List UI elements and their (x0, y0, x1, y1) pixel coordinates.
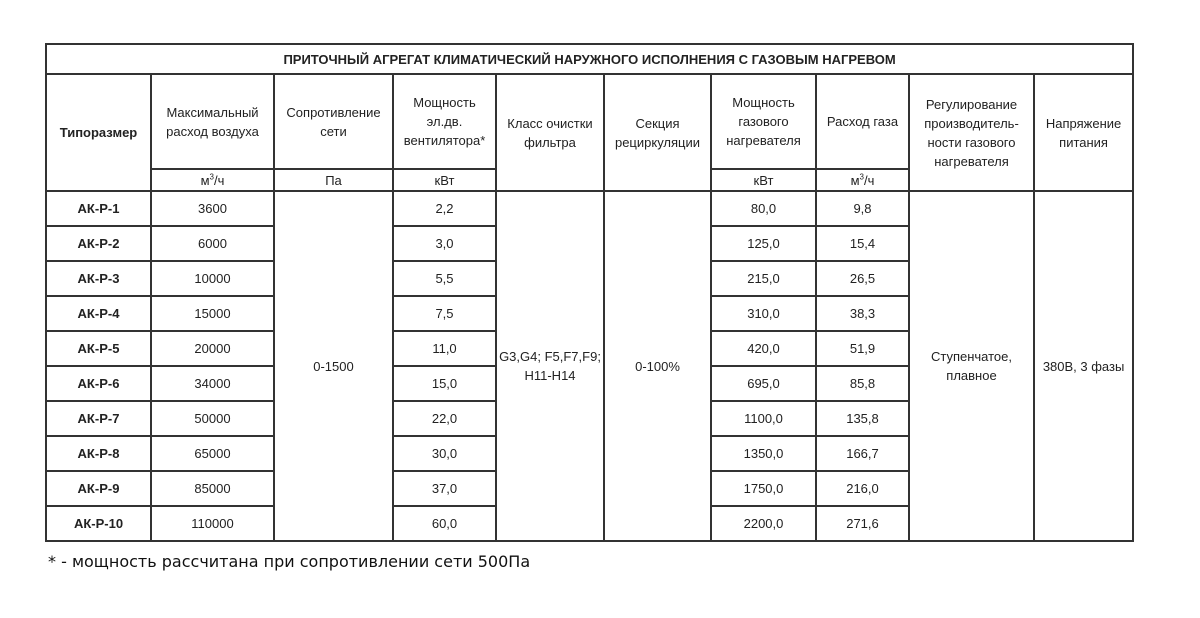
spec-table: ПРИТОЧНЫЙ АГРЕГАТ КЛИМАТИЧЕСКИЙ НАРУЖНОГ… (44, 43, 1135, 542)
cell-airflow: 110000 (150, 505, 275, 542)
table-row: АК-Р-6 34000 15,0 695,0 85,8 (45, 365, 1133, 402)
cell-fan-power: 60,0 (392, 505, 497, 542)
header-regulation: Регулирование производитель-ности газово… (908, 73, 1035, 192)
table-row: АК-Р-2 6000 3,0 125,0 15,4 (45, 225, 1133, 262)
cell-model: АК-Р-9 (45, 470, 152, 507)
cell-gas: 38,3 (815, 295, 910, 332)
cell-airflow: 20000 (150, 330, 275, 367)
cell-model: АК-Р-10 (45, 505, 152, 542)
cell-heater-power: 695,0 (710, 365, 817, 402)
cell-heater-power: 2200,0 (710, 505, 817, 542)
cell-heater-power: 80,0 (710, 190, 817, 227)
header-recirculation: Секция рециркуляции (603, 73, 712, 192)
cell-heater-power: 215,0 (710, 260, 817, 297)
cell-fan-power: 7,5 (392, 295, 497, 332)
cell-fan-power: 37,0 (392, 470, 497, 507)
cell-model: АК-Р-3 (45, 260, 152, 297)
cell-heater-power: 1350,0 (710, 435, 817, 472)
cell-heater-power: 420,0 (710, 330, 817, 367)
table-row: АК-Р-1 3600 0-1500 2,2 G3,G4; F5,F7,F9; H11-… (45, 190, 1135, 542)
cell-gas: 216,0 (815, 470, 910, 507)
unit-fan-power: кВт (392, 168, 497, 192)
cell-gas: 51,9 (815, 330, 910, 367)
header-model: Типоразмер (45, 73, 152, 192)
cell-airflow: 6000 (150, 225, 275, 262)
cell-pressure: 0-1500 (273, 190, 394, 542)
footnote: * - мощность рассчитана при сопротивлени… (48, 552, 531, 571)
table-row: АК-Р-7 50000 22,0 1100,0 135,8 (45, 400, 1133, 437)
unit-pressure: Па (273, 168, 394, 192)
cell-fan-power: 15,0 (392, 365, 497, 402)
table-row: АК-Р-3 10000 5,5 215,0 26,5 (45, 260, 1133, 297)
cell-airflow: 3600 (150, 190, 275, 227)
cell-recirculation: 0-100% (603, 190, 712, 542)
cell-model: АК-Р-1 (45, 190, 152, 227)
header-heater-power: Мощность газового нагревателя (710, 73, 817, 170)
header-pressure: Сопротивление сети (273, 73, 394, 170)
cell-gas: 166,7 (815, 435, 910, 472)
cell-gas: 85,8 (815, 365, 910, 402)
cell-gas: 271,6 (815, 505, 910, 542)
cell-model: АК-Р-8 (45, 435, 152, 472)
cell-model: АК-Р-5 (45, 330, 152, 367)
cell-regulation: Ступенчатое, плавное (908, 190, 1035, 542)
cell-filter: G3,G4; F5,F7,F9; H11-H14 (495, 190, 605, 542)
unit-heater-power: кВт (710, 168, 817, 192)
table-title: ПРИТОЧНЫЙ АГРЕГАТ КЛИМАТИЧЕСКИЙ НАРУЖНОГ… (44, 43, 1135, 75)
cell-heater-power: 125,0 (710, 225, 817, 262)
cell-fan-power: 22,0 (392, 400, 497, 437)
cell-fan-power: 5,5 (392, 260, 497, 297)
table-row: АК-Р-5 20000 11,0 420,0 51,9 (45, 330, 1133, 367)
header-fan-power: Мощность эл.дв. вентилятора* (392, 73, 497, 170)
table-row: АК-Р-9 85000 37,0 1750,0 216,0 (45, 470, 1133, 507)
cell-airflow: 15000 (150, 295, 275, 332)
header-voltage: Напряжение питания (1032, 73, 1135, 192)
cell-heater-power: 310,0 (710, 295, 817, 332)
header-airflow: Максимальный расход воздуха (150, 73, 275, 170)
cell-model: АК-Р-7 (45, 400, 152, 437)
cell-fan-power: 3,0 (392, 225, 497, 262)
table-row: АК-Р-8 65000 30,0 1350,0 166,7 (45, 435, 1133, 472)
header-filter: Класс очистки фильтра (495, 73, 605, 192)
cell-gas: 26,5 (815, 260, 910, 297)
header-gas: Расход газа (815, 73, 910, 170)
unit-gas: м3/ч (815, 168, 910, 192)
cell-model: АК-Р-2 (45, 225, 152, 262)
cell-airflow: 85000 (150, 470, 275, 507)
cell-fan-power: 11,0 (392, 330, 497, 367)
table-row: АК-Р-10 110000 60,0 2200,0 271,6 (45, 505, 1133, 542)
cell-model: АК-Р-4 (45, 295, 152, 332)
cell-airflow: 65000 (150, 435, 275, 472)
unit-airflow: м3/ч (150, 168, 275, 192)
cell-heater-power: 1100,0 (710, 400, 817, 437)
cell-airflow: 50000 (150, 400, 275, 437)
cell-airflow: 10000 (150, 260, 275, 297)
cell-airflow: 34000 (150, 365, 275, 402)
cell-gas: 9,8 (815, 190, 910, 227)
cell-voltage: 380В, 3 фазы (1032, 190, 1135, 542)
cell-fan-power: 30,0 (392, 435, 497, 472)
cell-fan-power: 2,2 (392, 190, 497, 227)
cell-gas: 15,4 (815, 225, 910, 262)
cell-model: АК-Р-6 (45, 365, 152, 402)
table-row: АК-Р-4 15000 7,5 310,0 38,3 (45, 295, 1133, 332)
cell-gas: 135,8 (815, 400, 910, 437)
cell-heater-power: 1750,0 (710, 470, 817, 507)
